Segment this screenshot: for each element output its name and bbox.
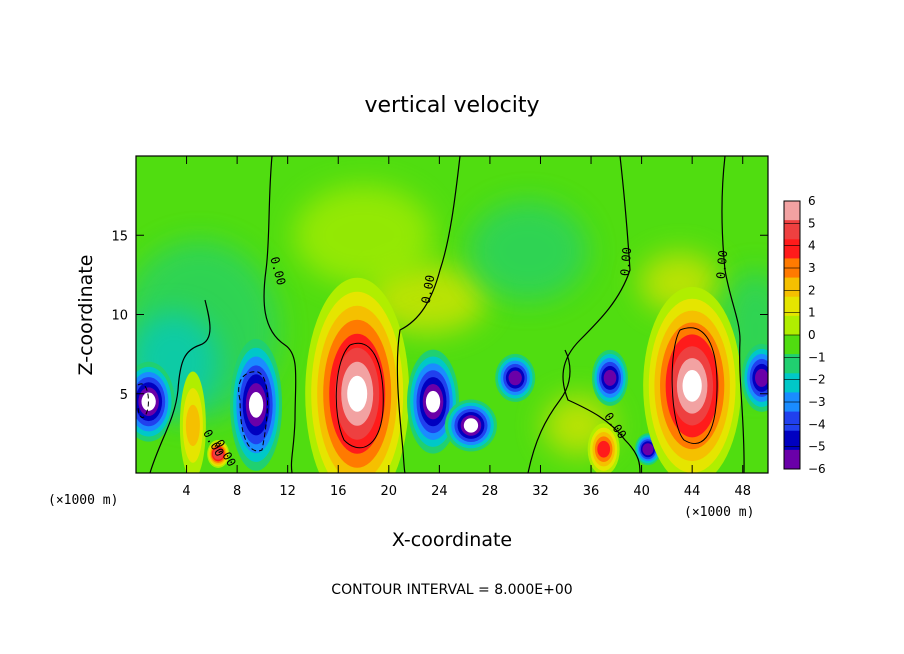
colorbar-swatch [784, 373, 800, 393]
contour-interval-footer: CONTOUR INTERVAL = 8.000E+00 [331, 582, 572, 598]
field-band [467, 201, 588, 302]
positive-contour-line [671, 327, 718, 444]
colorbar-label: 6 [808, 194, 816, 208]
x-unit-left: (×1000 m) [48, 493, 118, 508]
colorbar-swatch [784, 296, 800, 317]
contour-label: 0.00 [618, 247, 634, 277]
plot-area: 0.000.000.00 0.000.000.000.00 4 8 12 16 20 24 2… [111, 155, 769, 499]
colorbar-label: −5 [808, 440, 826, 454]
colorbar-swatch [784, 201, 800, 221]
x-tick-label: 12 [279, 484, 296, 499]
zero-contour-line [527, 349, 571, 473]
colorbar-swatch [784, 411, 800, 432]
colorbar: 6 5 4 3 2 1 0 −1 −2 −3 −4 −5 −6 [783, 194, 826, 476]
x-tick-label: 28 [482, 484, 499, 499]
velocity-field [136, 185, 768, 473]
zero-contour-line [149, 299, 211, 473]
y-axis-label: Z-coordinate [75, 255, 97, 376]
x-tick-label: 24 [431, 484, 448, 499]
colorbar-swatch [784, 449, 800, 470]
downdraft-level [508, 370, 522, 386]
negative-contour-line [238, 371, 268, 452]
colorbar-label: 1 [808, 306, 816, 320]
x-tick-label: 4 [182, 484, 190, 499]
downdraft-level [755, 368, 768, 387]
colorbar-swatch [784, 315, 800, 336]
y-tick-label: 5 [120, 388, 128, 403]
y-axis: 5 10 15 [111, 229, 768, 403]
colorbar-label: −1 [808, 350, 826, 364]
x-tick-label: 32 [532, 484, 549, 499]
zero-contour-line [263, 156, 297, 473]
colorbar-label: 4 [808, 239, 816, 253]
field-band [366, 263, 487, 334]
contour-label: 0.00 [714, 250, 730, 280]
colorbar-label: 5 [808, 216, 816, 230]
updraft-level [682, 369, 702, 402]
positive-contour-line [335, 342, 384, 449]
colorbar-label: −2 [808, 373, 826, 387]
x-tick-label: 40 [633, 484, 650, 499]
colorbar-swatch [784, 277, 800, 298]
colorbar-label: −4 [808, 417, 826, 431]
x-axis: 4 8 12 16 20 24 28 32 36 40 44 48 [182, 156, 751, 499]
updraft-level [597, 440, 611, 458]
colorbar-swatch [784, 220, 800, 240]
downdraft-level [642, 443, 654, 456]
x-unit-right: (×1000 m) [684, 505, 754, 520]
downdraft-level [425, 390, 441, 413]
downdraft-level [603, 369, 617, 386]
colorbar-label: −6 [808, 462, 826, 476]
y-tick-label: 15 [111, 229, 128, 244]
x-tick-label: 44 [684, 484, 701, 499]
x-tick-label: 36 [583, 484, 600, 499]
colorbar-label: 2 [808, 283, 816, 297]
x-axis-label: X-coordinate [392, 529, 512, 551]
y-tick-label: 10 [111, 309, 128, 324]
colorbar-label: −3 [808, 395, 826, 409]
downdraft-level [248, 391, 264, 418]
colorbar-swatch [784, 430, 800, 451]
colorbar-swatch [784, 354, 800, 374]
field-band [293, 185, 434, 286]
updraft-level [347, 375, 368, 412]
colorbar-swatch [784, 239, 800, 259]
x-tick-label: 8 [233, 484, 241, 499]
downdraft-level [463, 418, 479, 433]
x-tick-label: 16 [330, 484, 347, 499]
colorbar-label: 3 [808, 261, 816, 275]
updraft-level [212, 448, 224, 460]
zero-contours: 0.000.000.00 0.000.000.000.00 [137, 156, 745, 473]
colorbar-label: 0 [808, 328, 816, 342]
contour-label: 0.00 [419, 274, 438, 305]
colorbar-swatch [784, 335, 800, 355]
zero-contour-line [396, 156, 461, 473]
zero-contour-line [721, 156, 745, 473]
x-tick-label: 20 [381, 484, 398, 499]
chart-title: vertical velocity [364, 93, 539, 118]
x-tick-label: 48 [734, 484, 751, 499]
updraft-level [185, 404, 200, 447]
